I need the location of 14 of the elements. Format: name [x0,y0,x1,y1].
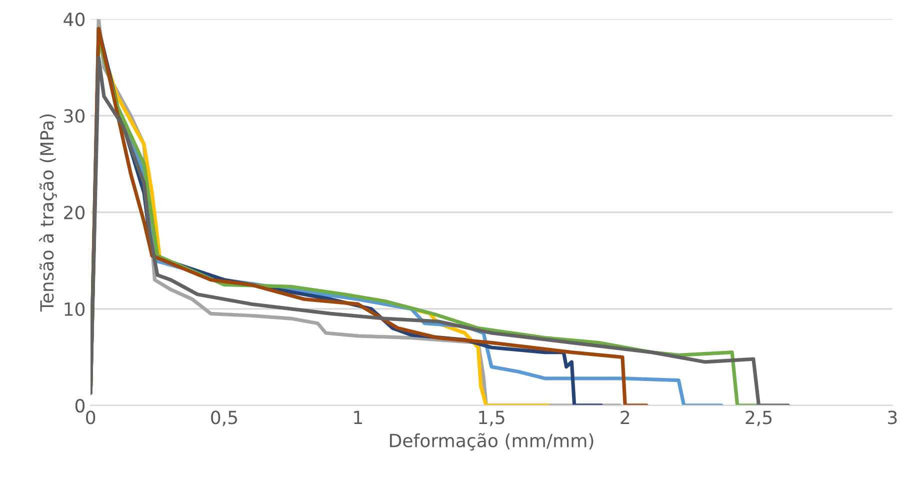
y-axis-title: Tensão à tração (MPa) [39,114,57,312]
y-tick-label: 0 [75,398,85,413]
x-tick-label: 2 [620,410,630,424]
y-tick-label: 20 [64,206,85,220]
x-tick-label: 1 [354,410,362,424]
x-tick-label: 2,5 [746,410,772,426]
y-tick-label: 30 [64,109,85,123]
x-tick-label: 0,5 [211,410,238,426]
x-tick-label: 3 [888,410,897,424]
x-tick-label: 0 [86,410,96,424]
x-axis-title: Deformação (mm/mm) [390,433,594,451]
y-tick-label: 40 [64,12,85,26]
x-tick-label: 1,5 [479,410,504,426]
y-tick-label: 10 [64,302,85,316]
